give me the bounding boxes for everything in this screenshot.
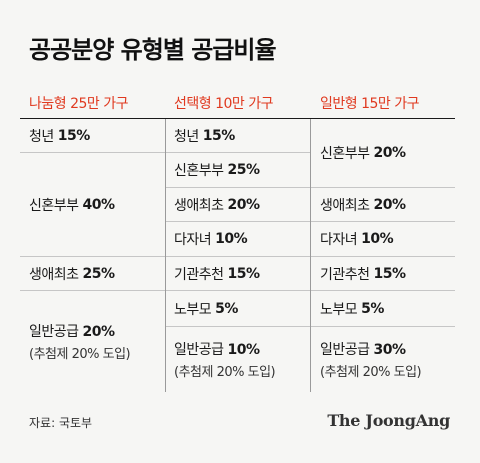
- cell-percent: 10%: [227, 342, 261, 358]
- cell-newlywed: 신혼부부 40%: [29, 153, 163, 256]
- header-sharing-type: 나눔형 25만 가구: [20, 88, 165, 119]
- cell-first-time: 생애최초 20%: [174, 188, 308, 221]
- page-title: 공공분양 유형별 공급비율: [29, 36, 277, 64]
- cell-percent: 20%: [373, 145, 407, 161]
- row-divider: [166, 256, 310, 257]
- row-divider: [166, 326, 310, 327]
- cell-elderly-parents: 노부모 5%: [174, 291, 308, 326]
- cell-newlywed: 신혼부부 25%: [174, 153, 308, 187]
- row-divider: [311, 221, 455, 222]
- cell-label: 청년: [174, 128, 199, 145]
- cell-label: 다자녀: [320, 232, 358, 248]
- cell-multi-child: 다자녀 10%: [174, 222, 308, 256]
- cell-elderly-parents: 노부모 5%: [320, 291, 454, 326]
- cell-percent: 40%: [82, 196, 116, 213]
- cell-note: (추첨제 20% 도입): [320, 365, 422, 380]
- cell-newlywed: 신혼부부 20%: [320, 119, 454, 187]
- row-divider: [20, 256, 165, 257]
- cell-institution: 기관추천 15%: [174, 257, 308, 290]
- cell-percent: 25%: [227, 162, 261, 178]
- cell-note: (추첨제 20% 도입): [174, 365, 276, 380]
- cell-label: 신혼부부: [174, 163, 224, 179]
- header-general-type: 일반형 15만 가구: [310, 88, 455, 119]
- cell-label: 일반공급: [29, 324, 79, 340]
- cell-percent: 5%: [215, 300, 238, 317]
- brand-logo: The JoongAng: [327, 411, 450, 430]
- cell-label: 신혼부부: [320, 146, 370, 162]
- column-divider: [310, 119, 311, 392]
- cell-percent: 25%: [82, 265, 116, 282]
- cell-general: 일반공급 10% (추첨제 20% 도입): [174, 327, 308, 392]
- cell-label: 생애최초: [174, 197, 224, 214]
- cell-label: 청년: [29, 128, 54, 145]
- cell-percent: 15%: [373, 265, 407, 282]
- row-divider: [311, 187, 455, 188]
- row-divider: [166, 221, 310, 222]
- cell-label: 일반공급: [174, 342, 224, 358]
- column-divider: [165, 119, 166, 392]
- cell-percent: 20%: [227, 196, 261, 213]
- cell-percent: 10%: [215, 231, 248, 247]
- cell-general: 일반공급 20% (추첨제 20% 도입): [29, 291, 163, 392]
- cell-percent: 15%: [57, 127, 91, 144]
- row-divider: [311, 256, 455, 257]
- cell-youth: 청년 15%: [174, 119, 308, 152]
- cell-label: 기관추천: [320, 266, 370, 283]
- cell-multi-child: 다자녀 10%: [320, 222, 454, 256]
- cell-label: 기관추천: [174, 266, 224, 283]
- header-choice-type: 선택형 10만 가구: [165, 88, 310, 119]
- cell-percent: 5%: [361, 300, 384, 317]
- cell-first-time: 생애최초 20%: [320, 188, 454, 221]
- cell-percent: 10%: [361, 231, 394, 247]
- cell-institution: 기관추천 15%: [320, 257, 454, 290]
- row-divider: [20, 152, 165, 153]
- cell-label: 신혼부부: [29, 197, 79, 214]
- cell-general: 일반공급 30% (추첨제 20% 도입): [320, 327, 454, 392]
- cell-label: 노부모: [320, 301, 358, 318]
- cell-note: (추첨제 20% 도입): [29, 347, 131, 362]
- cell-percent: 20%: [82, 324, 116, 340]
- supply-ratio-table: 나눔형 25만 가구 선택형 10만 가구 일반형 15만 가구 청년 15% 신…: [20, 88, 455, 392]
- cell-label: 생애최초: [320, 197, 370, 214]
- source-note: 자료: 국토부: [29, 416, 93, 430]
- cell-first-time: 생애최초 25%: [29, 257, 163, 290]
- row-divider: [20, 290, 165, 291]
- row-divider: [311, 326, 455, 327]
- row-divider: [166, 290, 310, 291]
- row-divider: [166, 187, 310, 188]
- row-divider: [166, 152, 310, 153]
- cell-label: 생애최초: [29, 266, 79, 283]
- cell-label: 다자녀: [174, 232, 212, 248]
- cell-percent: 15%: [202, 127, 236, 144]
- cell-youth: 청년 15%: [29, 119, 163, 152]
- cell-percent: 15%: [227, 265, 261, 282]
- cell-label: 노부모: [174, 301, 212, 318]
- cell-label: 일반공급: [320, 342, 370, 358]
- cell-percent: 30%: [373, 342, 407, 358]
- cell-percent: 20%: [373, 196, 407, 213]
- row-divider: [311, 290, 455, 291]
